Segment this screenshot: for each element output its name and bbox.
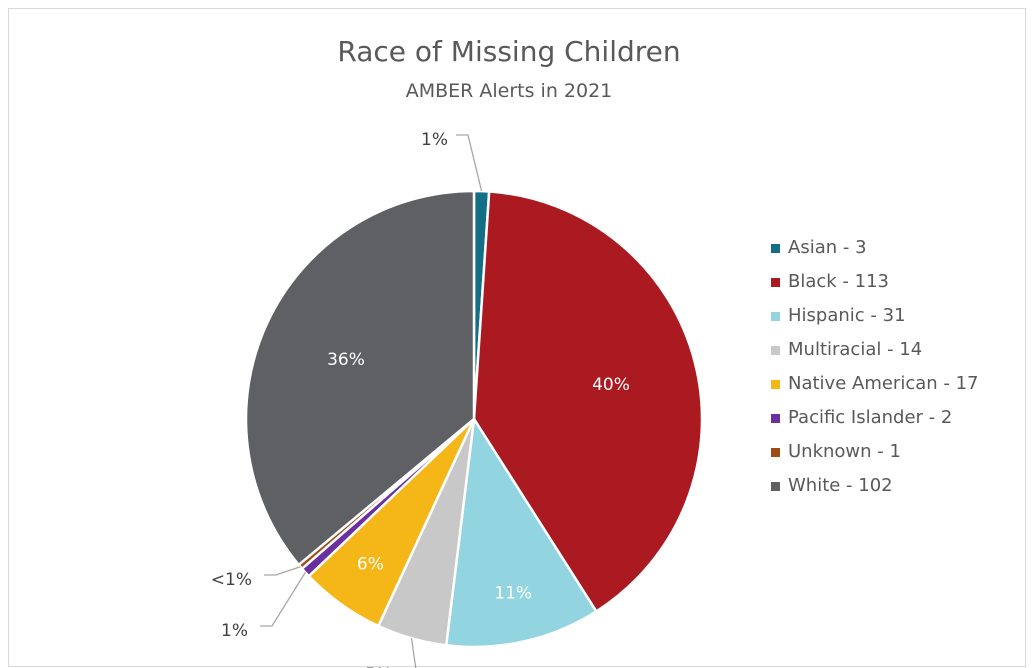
legend-swatch-multiracial [771, 346, 780, 355]
data-label-hispanic: 11% [494, 583, 532, 603]
legend-label-multiracial: Multiracial - 14 [788, 339, 922, 360]
legend-swatch-pacific-islander [771, 414, 780, 423]
data-labels: 1%40%11%5%6%1%<1%36% [211, 130, 630, 668]
chart-area: Race of Missing Children AMBER Alerts in… [8, 8, 1026, 668]
pie-slices [244, 189, 704, 649]
data-label-pacific-islander: 1% [221, 621, 248, 641]
legend-swatch-white [771, 482, 780, 491]
data-label-white: 36% [327, 350, 365, 370]
legend-label-pacific-islander: Pacific Islander - 2 [788, 407, 952, 428]
leader-line-multiracial [410, 638, 417, 668]
leader-line-pacific-islander [260, 572, 306, 627]
data-label-native-american: 6% [357, 555, 384, 575]
legend-swatch-hispanic [771, 312, 780, 321]
legend-label-white: White - 102 [788, 475, 893, 496]
leader-line-unknown [264, 566, 301, 576]
legend-swatch-black [771, 278, 780, 287]
pie-chart: Race of Missing Children AMBER Alerts in… [211, 35, 979, 668]
legend-label-unknown: Unknown - 1 [788, 441, 901, 462]
legend-label-asian: Asian - 3 [788, 237, 867, 258]
data-label-unknown: <1% [211, 570, 252, 590]
legend-label-hispanic: Hispanic - 31 [788, 305, 906, 326]
legend-label-native-american: Native American - 17 [788, 373, 979, 394]
legend-label-black: Black - 113 [788, 271, 889, 292]
chart-title: Race of Missing Children [337, 35, 680, 68]
legend-swatch-unknown [771, 448, 780, 457]
legend-swatch-asian [771, 244, 780, 253]
chart-subtitle: AMBER Alerts in 2021 [406, 80, 613, 102]
data-label-asian: 1% [421, 130, 448, 150]
slice-hispanic [444, 415, 599, 649]
legend: Asian - 3 Black - 113 Hispanic - 31 Multira… [771, 237, 979, 496]
leader-line-asian [456, 134, 483, 192]
data-label-black: 40% [592, 375, 630, 395]
leader-lines [260, 134, 483, 668]
legend-swatch-native-american [771, 380, 780, 389]
slice-white [244, 189, 476, 567]
